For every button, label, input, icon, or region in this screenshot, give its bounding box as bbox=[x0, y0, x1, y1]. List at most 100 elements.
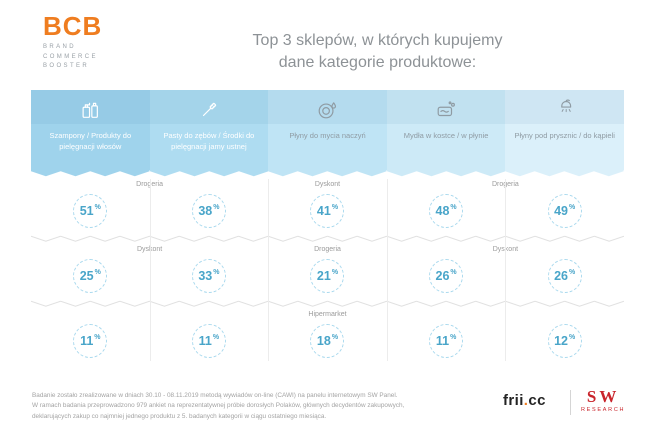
percent-sign: % bbox=[94, 334, 101, 341]
shampoo-bottles-icon bbox=[31, 90, 150, 124]
frii-logo-text: cc bbox=[528, 392, 546, 409]
store-label-row: Hipermarket bbox=[31, 307, 624, 321]
percent-value: 38 bbox=[198, 204, 213, 218]
zigzag-separator bbox=[31, 300, 624, 307]
page-title-line1: Top 3 sklepów, w których kupujemy bbox=[252, 32, 503, 49]
bcb-logo-sub-line: BRAND bbox=[43, 44, 77, 50]
percentage-row: 25% 33% 21% 26% 26% bbox=[31, 256, 624, 300]
percent-value: 41 bbox=[316, 204, 331, 218]
percent-badge: 21% bbox=[310, 259, 345, 293]
percent-badge: 26% bbox=[547, 259, 582, 293]
zigzag-edge-segment bbox=[268, 170, 387, 177]
percent-value: 11 bbox=[198, 334, 212, 348]
zigzag-edge-segment bbox=[386, 170, 506, 177]
percent-value: 49 bbox=[554, 204, 569, 218]
percent-sign: % bbox=[450, 204, 457, 211]
store-label: Hipermarket bbox=[308, 311, 347, 318]
category-header-dish-liquid: Płyny do mycia naczyń bbox=[268, 90, 387, 170]
dish-plate-icon bbox=[268, 90, 387, 124]
sw-research-logo: SW RESEARCH bbox=[581, 388, 625, 413]
percent-badge: 18% bbox=[310, 324, 345, 358]
zigzag-edge-segment bbox=[505, 170, 624, 177]
column-divider-line bbox=[505, 179, 507, 361]
table-header-row: Szampony / Produkty do pielęgnacji włosó… bbox=[31, 90, 624, 170]
percent-sign: % bbox=[331, 334, 339, 341]
methodology-footnote: Badanie zostało zrealizowane w dniach 30… bbox=[32, 391, 472, 422]
percent-sign: % bbox=[94, 204, 101, 211]
category-table: Szampony / Produkty do pielęgnacji włosó… bbox=[31, 90, 624, 365]
store-label-row: Dyskont Drogeria Dyskont bbox=[31, 242, 624, 256]
percent-sign: % bbox=[569, 269, 576, 276]
percent-badge: 11% bbox=[73, 324, 108, 358]
shower-head-icon bbox=[505, 90, 624, 124]
percent-sign: % bbox=[331, 269, 339, 276]
percent-sign: % bbox=[569, 204, 576, 211]
percent-sign: % bbox=[569, 334, 576, 341]
page-title-line2: dane kategorie produktowe: bbox=[278, 54, 477, 72]
percent-sign: % bbox=[212, 334, 220, 341]
percent-badge: 12% bbox=[547, 324, 582, 358]
zigzag-separator bbox=[31, 235, 624, 242]
column-divider-line bbox=[149, 179, 151, 361]
category-header-shower-gel: Płyny pod prysznic / do kąpieli bbox=[505, 90, 624, 170]
column-divider-line bbox=[268, 179, 270, 361]
store-label: Dyskont bbox=[31, 246, 268, 256]
category-header-shampoo: Szampony / Produkty do pielęgnacji włosó… bbox=[31, 90, 150, 170]
zigzag-edge-segment bbox=[31, 170, 150, 177]
category-label: Szampony / Produkty do pielęgnacji włosó… bbox=[49, 131, 132, 152]
percent-badge: 41% bbox=[310, 194, 345, 228]
footer-logo-divider bbox=[570, 390, 571, 415]
percent-badge: 26% bbox=[429, 259, 464, 293]
footnote-line: Badanie zostało zrealizowane w dniach 30… bbox=[32, 392, 398, 399]
footnote-line: deklarujących zakup co najmniej jednego … bbox=[32, 412, 327, 420]
percentage-row: 51% 38% 41% 48% 49% bbox=[31, 191, 624, 235]
table-body: Drogeria Dyskont Drogeria 51% 38% 41% 48… bbox=[31, 177, 624, 365]
percent-value: 33 bbox=[198, 269, 213, 283]
sw-research-word: RESEARCH bbox=[581, 407, 626, 413]
percent-badge: 49% bbox=[547, 194, 582, 228]
percent-value: 11 bbox=[80, 334, 94, 348]
category-header-soap: Mydła w kostce / w płynie bbox=[386, 90, 506, 170]
percent-badge: 25% bbox=[73, 259, 108, 293]
percent-sign: % bbox=[450, 269, 457, 276]
store-label: Drogeria bbox=[314, 246, 341, 253]
percent-value: 48 bbox=[435, 204, 450, 218]
zigzag-edge-segment bbox=[149, 170, 269, 177]
percent-badge: 51% bbox=[73, 194, 108, 228]
percent-badge: 33% bbox=[191, 259, 226, 293]
header-zigzag-edge bbox=[31, 170, 624, 177]
percent-value: 26 bbox=[554, 269, 569, 283]
bcb-logo-sub-line: BOOSTER bbox=[43, 63, 90, 70]
store-label: Dyskont bbox=[314, 181, 341, 188]
store-label-row: Drogeria Dyskont Drogeria bbox=[31, 177, 624, 191]
store-label: Drogeria bbox=[31, 181, 268, 191]
percent-sign: % bbox=[94, 269, 101, 276]
toothbrush-icon bbox=[149, 90, 269, 124]
percentage-row: 11% 11% 18% 11% 12% bbox=[31, 321, 624, 365]
percent-badge: 11% bbox=[429, 324, 464, 358]
percent-sign: % bbox=[450, 334, 457, 341]
percent-badge: 38% bbox=[191, 194, 226, 228]
percent-value: 51 bbox=[79, 204, 94, 218]
percent-value: 21 bbox=[316, 269, 331, 283]
footnote-line: W ramach badania przeprowadzono 979 anki… bbox=[32, 402, 405, 410]
bcb-logo-subtitle: BRAND COMMERCE BOOSTER bbox=[43, 43, 102, 72]
bcb-logo: BCB BRAND COMMERCE BOOSTER bbox=[43, 13, 102, 72]
category-header-toothpaste: Pasty do zębów / Środki do pielęgnacji j… bbox=[149, 90, 269, 170]
percent-badge: 48% bbox=[429, 194, 464, 228]
percent-badge: 11% bbox=[191, 324, 226, 358]
bcb-logo-sub-line: COMMERCE bbox=[43, 53, 98, 60]
frii-logo-text: frii bbox=[503, 392, 524, 409]
percent-value: 11 bbox=[435, 334, 450, 348]
category-label: Pasty do zębów / Środki do pielęgnacji j… bbox=[163, 131, 255, 152]
column-divider-line bbox=[386, 179, 388, 361]
sw-research-letters: SW bbox=[586, 387, 620, 406]
percent-sign: % bbox=[331, 204, 339, 211]
page-title: Top 3 sklepów, w których kupujemy dane k… bbox=[205, 30, 550, 75]
percent-value: 12 bbox=[554, 334, 569, 348]
percent-sign: % bbox=[213, 204, 220, 211]
percent-value: 26 bbox=[435, 269, 450, 283]
frii-logo-dot: . bbox=[523, 392, 529, 409]
percent-value: 25 bbox=[79, 269, 94, 283]
